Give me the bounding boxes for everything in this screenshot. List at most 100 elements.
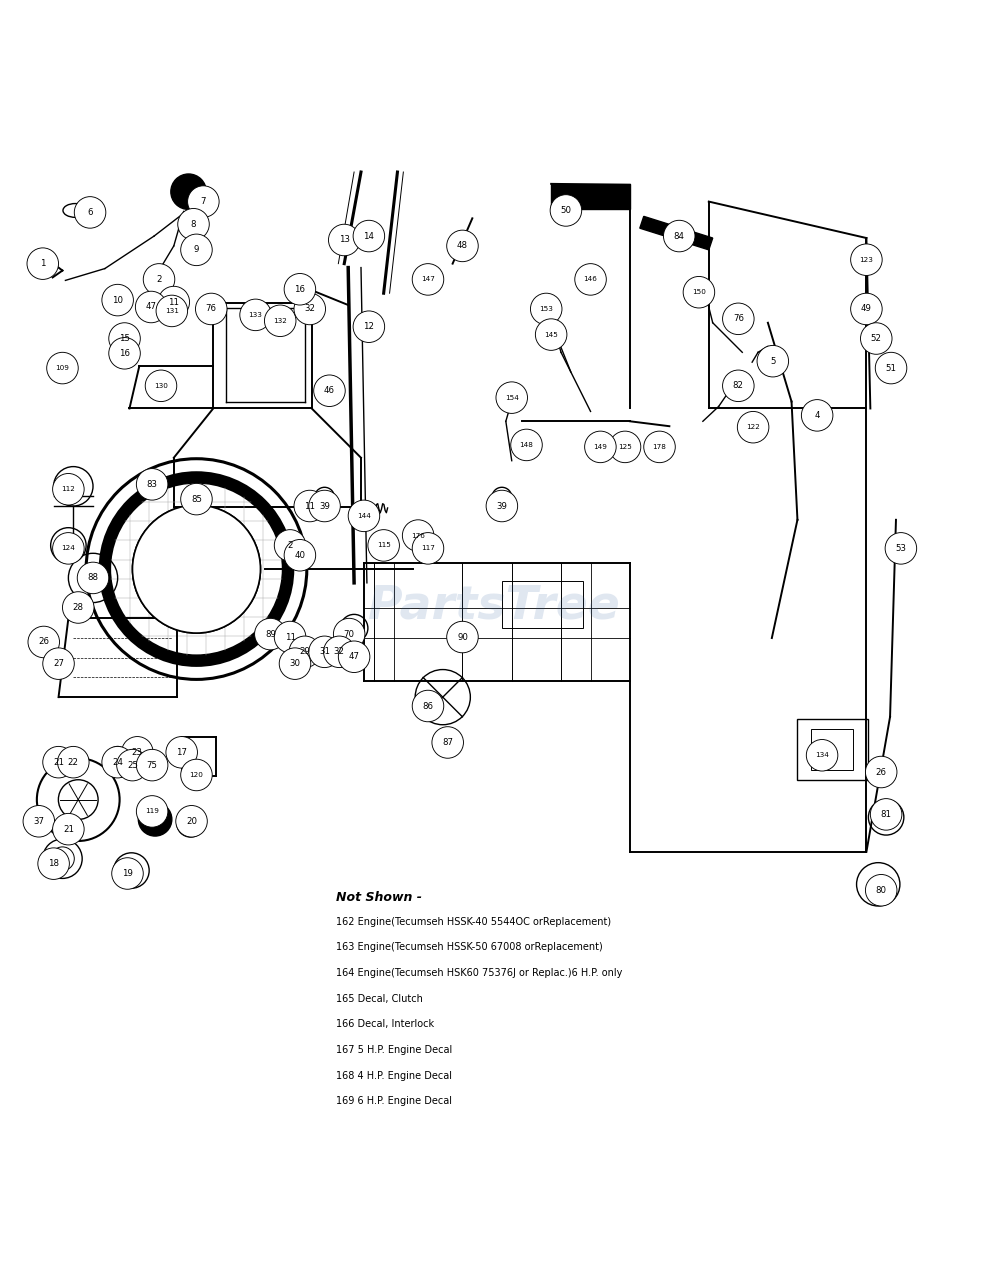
Text: 5: 5 [770, 357, 776, 366]
Polygon shape [551, 184, 630, 210]
Text: 11: 11 [168, 297, 179, 307]
Bar [811, 728, 853, 771]
Circle shape [865, 756, 897, 787]
Circle shape [535, 319, 567, 351]
Text: 162 Engine(Tecumseh HSSK-40 5544OC orReplacement): 162 Engine(Tecumseh HSSK-40 5544OC orRep… [336, 916, 612, 927]
Text: 119: 119 [145, 809, 159, 814]
Text: 109: 109 [55, 365, 69, 371]
Text: 39: 39 [319, 502, 330, 511]
Circle shape [74, 197, 106, 228]
Text: 150: 150 [692, 289, 705, 296]
Text: 53: 53 [895, 544, 906, 553]
Circle shape [309, 490, 340, 522]
Text: 50: 50 [560, 206, 571, 215]
Circle shape [166, 736, 198, 768]
Text: 30: 30 [289, 659, 300, 668]
Text: 83: 83 [146, 480, 158, 489]
Text: 122: 122 [746, 424, 760, 430]
Text: 10: 10 [113, 296, 124, 305]
Circle shape [196, 293, 227, 325]
Text: 21: 21 [53, 758, 64, 767]
Text: 16: 16 [119, 349, 130, 358]
Circle shape [178, 209, 209, 239]
Text: 32: 32 [304, 305, 315, 314]
Circle shape [757, 346, 788, 376]
Circle shape [265, 305, 296, 337]
Text: 130: 130 [154, 383, 168, 389]
Text: 23: 23 [131, 748, 143, 756]
Circle shape [181, 759, 212, 791]
Circle shape [38, 847, 69, 879]
Text: 144: 144 [357, 513, 370, 518]
Circle shape [42, 648, 74, 680]
Text: 146: 146 [584, 276, 598, 283]
Text: 28: 28 [73, 603, 84, 612]
Text: 117: 117 [421, 545, 435, 552]
Circle shape [333, 618, 365, 650]
Text: 40: 40 [294, 550, 305, 559]
Circle shape [801, 399, 833, 431]
Circle shape [280, 648, 311, 680]
Circle shape [158, 287, 190, 317]
Text: 168 4 H.P. Engine Decal: 168 4 H.P. Engine Decal [336, 1070, 453, 1080]
Text: 134: 134 [815, 753, 829, 758]
Text: 82: 82 [733, 381, 744, 390]
Text: 123: 123 [860, 257, 873, 262]
Bar [502, 581, 583, 628]
Circle shape [585, 431, 617, 462]
Circle shape [496, 381, 528, 413]
Circle shape [181, 484, 212, 515]
Circle shape [122, 736, 153, 768]
Circle shape [309, 636, 340, 668]
Text: 133: 133 [249, 312, 263, 317]
Text: 11: 11 [285, 632, 295, 641]
Circle shape [294, 490, 325, 522]
Circle shape [145, 370, 177, 402]
Text: 6: 6 [87, 207, 93, 216]
Text: 13: 13 [339, 236, 350, 244]
Circle shape [46, 352, 78, 384]
Circle shape [285, 274, 316, 305]
Text: PartsTree: PartsTree [369, 582, 619, 628]
Circle shape [575, 264, 607, 296]
Text: 46: 46 [324, 387, 335, 396]
Text: 169 6 H.P. Engine Decal: 169 6 H.P. Engine Decal [336, 1096, 453, 1106]
Text: 87: 87 [443, 739, 453, 748]
Text: Not Shown -: Not Shown - [336, 891, 422, 904]
Circle shape [52, 532, 84, 564]
Text: 1: 1 [41, 259, 45, 268]
Circle shape [806, 740, 838, 771]
Text: 26: 26 [39, 637, 49, 646]
Circle shape [486, 490, 518, 522]
Circle shape [117, 749, 148, 781]
Text: 48: 48 [457, 242, 468, 251]
Circle shape [27, 248, 58, 279]
Text: 84: 84 [674, 232, 685, 241]
Circle shape [865, 874, 897, 906]
Circle shape [112, 858, 143, 890]
Text: 147: 147 [421, 276, 435, 283]
Text: 75: 75 [146, 760, 158, 769]
Text: 90: 90 [457, 632, 468, 641]
Text: 125: 125 [618, 444, 632, 449]
Circle shape [851, 244, 882, 275]
Circle shape [432, 727, 463, 758]
Text: 26: 26 [875, 768, 886, 777]
Text: 37: 37 [34, 817, 44, 826]
Text: 131: 131 [165, 308, 179, 314]
Circle shape [353, 311, 384, 343]
Text: 112: 112 [61, 486, 75, 493]
Circle shape [412, 690, 444, 722]
Text: 49: 49 [861, 305, 871, 314]
Circle shape [447, 621, 478, 653]
Text: 32: 32 [334, 648, 345, 657]
Circle shape [42, 746, 74, 778]
Circle shape [136, 749, 168, 781]
Circle shape [885, 532, 917, 564]
Text: 51: 51 [885, 364, 896, 372]
Circle shape [851, 293, 882, 325]
Text: 153: 153 [539, 306, 553, 312]
Circle shape [683, 276, 714, 308]
Circle shape [132, 506, 261, 634]
Text: 8: 8 [191, 220, 197, 229]
